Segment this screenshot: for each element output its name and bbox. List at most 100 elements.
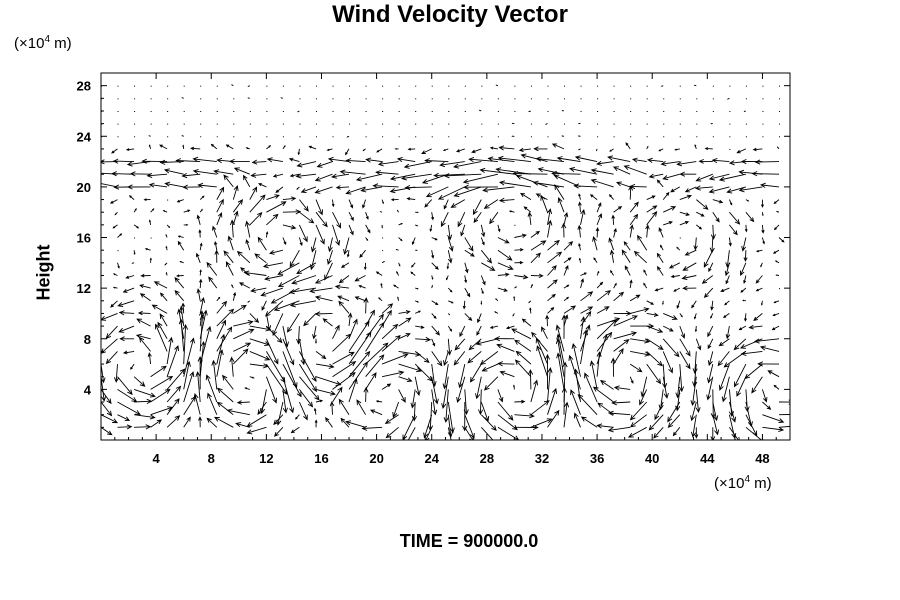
- vector-arrow: [384, 414, 399, 424]
- vector-arrow: [261, 300, 267, 311]
- vector-arrow: [728, 237, 732, 247]
- time-label: TIME = 900000.0: [399, 531, 539, 551]
- vector-arrow: [514, 98, 516, 100]
- vector-arrow: [608, 237, 615, 251]
- vector-arrow: [332, 372, 356, 390]
- vector-arrow: [365, 110, 367, 112]
- vector-arrow: [527, 211, 533, 225]
- vector-arrow: [266, 363, 288, 395]
- vector-arrow: [710, 123, 713, 125]
- vector-arrow: [578, 193, 581, 200]
- vector-arrow: [630, 110, 632, 112]
- vector-arrow: [663, 221, 673, 226]
- vector-arrow: [289, 249, 300, 268]
- vector-arrow: [656, 179, 664, 188]
- vector-arrow: [299, 136, 301, 138]
- vector-arrow: [213, 416, 234, 428]
- vector-arrow: [286, 313, 300, 333]
- vector-arrow: [233, 342, 252, 352]
- vector-arrow: [381, 224, 384, 229]
- vector-arrow: [623, 241, 631, 251]
- vector-arrow: [712, 211, 720, 223]
- vector-arrow: [229, 356, 235, 377]
- vector-arrow: [199, 325, 212, 365]
- vector-arrow: [216, 349, 224, 377]
- vector-arrow: [464, 136, 466, 138]
- vector-arrow: [477, 389, 484, 416]
- vector-arrow: [564, 85, 566, 87]
- vector-arrow: [480, 224, 486, 238]
- vector-arrow: [298, 237, 303, 247]
- vector-arrow: [459, 325, 466, 338]
- vector-arrow: [447, 250, 453, 264]
- vector-arrow: [238, 282, 251, 289]
- vector-arrow: [646, 205, 658, 213]
- vector-arrow: [415, 136, 417, 138]
- vector-arrow: [489, 146, 498, 150]
- vector-arrow: [415, 85, 417, 87]
- vector-arrow: [561, 135, 565, 137]
- vector-arrow: [467, 351, 482, 364]
- vector-arrow: [362, 199, 367, 209]
- vector-arrow: [265, 231, 269, 238]
- vector-arrow: [129, 171, 151, 177]
- vector-arrow: [138, 336, 151, 352]
- vector-arrow: [568, 354, 581, 390]
- vector-arrow: [494, 336, 515, 342]
- vector-arrow: [748, 324, 763, 330]
- vector-arrow: [398, 317, 412, 327]
- vector-arrow: [247, 97, 250, 99]
- vector-arrow: [153, 281, 168, 289]
- vector-arrow: [698, 158, 713, 164]
- vector-arrow: [190, 146, 201, 151]
- vector-arrow: [564, 98, 566, 100]
- vector-arrow: [133, 388, 156, 398]
- vector-arrow: [365, 136, 367, 138]
- vector-arrow: [134, 414, 156, 420]
- vector-arrow: [315, 136, 317, 138]
- vector-arrow: [101, 426, 113, 436]
- vector-arrow: [557, 197, 565, 213]
- vector-arrow: [596, 270, 600, 276]
- vector-arrow: [332, 386, 343, 403]
- vector-arrow: [596, 319, 617, 340]
- vector-arrow: [563, 305, 577, 314]
- vector-arrow: [315, 399, 324, 403]
- vector-arrow: [498, 180, 531, 188]
- vector-arrow: [547, 409, 560, 428]
- vector-arrow: [530, 123, 532, 125]
- vector-arrow: [164, 181, 184, 188]
- vector-arrow: [101, 224, 102, 225]
- vector-arrow: [679, 313, 683, 318]
- vector-arrow: [147, 352, 152, 365]
- vector-arrow: [396, 270, 400, 276]
- vector-arrow: [348, 224, 354, 236]
- vector-arrow: [629, 294, 641, 302]
- vector-arrow: [630, 85, 632, 87]
- vector-arrow: [514, 286, 518, 289]
- vector-arrow: [242, 174, 251, 188]
- vector-arrow: [630, 136, 632, 138]
- vector-arrow: [247, 85, 250, 87]
- vector-arrow: [345, 420, 366, 428]
- vector-arrow: [150, 123, 152, 125]
- vector-arrow: [630, 338, 651, 344]
- vector-arrow: [112, 224, 118, 229]
- vector-arrow: [544, 353, 551, 390]
- vector-arrow: [133, 376, 146, 387]
- vector-arrow: [196, 288, 201, 301]
- vector-arrow: [573, 368, 581, 403]
- vector-arrow: [570, 389, 581, 415]
- vector-arrow: [759, 345, 780, 352]
- vector-arrow: [740, 287, 747, 293]
- vector-arrow: [520, 153, 548, 163]
- vector-arrow: [464, 287, 471, 298]
- vector-arrow: [431, 262, 439, 270]
- vector-arrow: [497, 401, 514, 421]
- vector-arrow: [249, 212, 263, 226]
- vector-arrow: [332, 224, 341, 246]
- vector-arrow: [577, 135, 581, 137]
- vector-arrow: [427, 401, 434, 432]
- vector-arrow: [346, 250, 350, 258]
- vector-arrow: [369, 409, 383, 416]
